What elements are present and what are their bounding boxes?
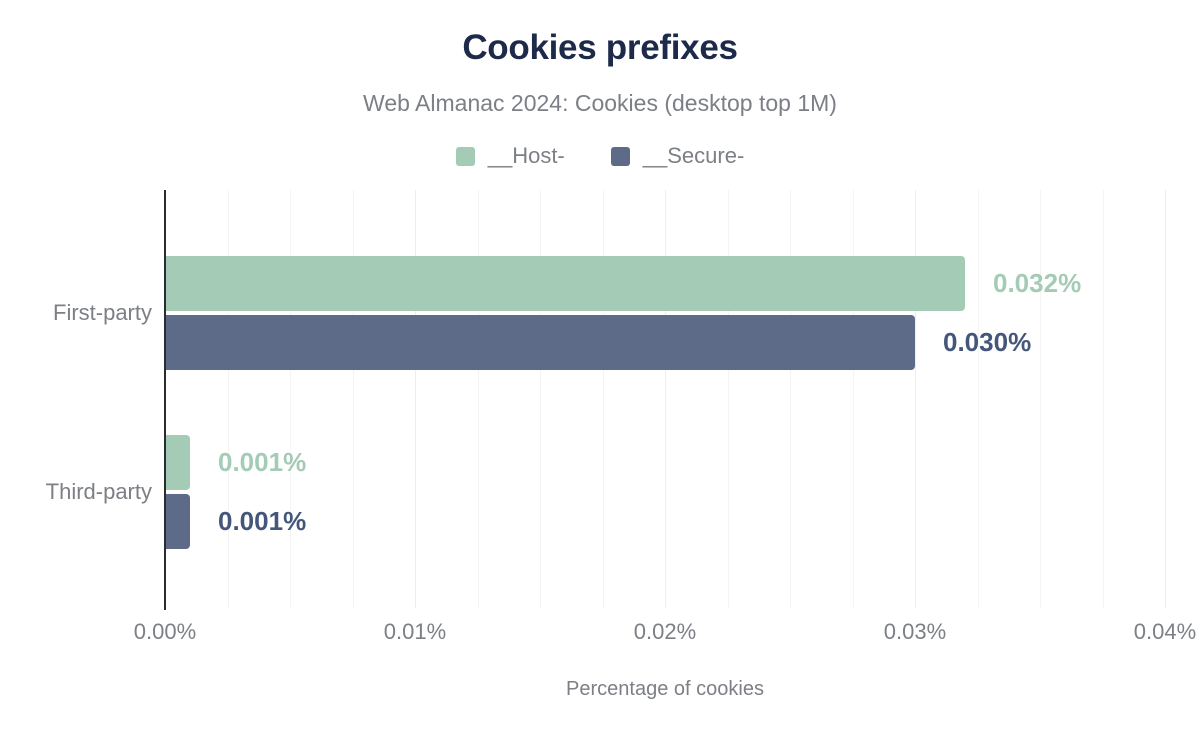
- bar[interactable]: [165, 315, 915, 370]
- y-axis-category-label: First-party: [53, 300, 152, 325]
- gridline-minor: [727, 190, 729, 608]
- x-axis-tick-label: 0.03%: [883, 619, 947, 644]
- bar-value-label: 0.032%: [993, 267, 1082, 298]
- bar[interactable]: [165, 435, 190, 490]
- chart-title: Cookies prefixes: [462, 28, 738, 67]
- gridline-minor: [227, 190, 229, 608]
- gridline-minor: [1102, 190, 1104, 608]
- x-axis-tick-label: 0.04%: [1133, 619, 1197, 644]
- bar-value-label: 0.030%: [943, 326, 1032, 357]
- x-axis-title: Percentage of cookies: [566, 678, 764, 700]
- x-axis-tick-label: 0.01%: [383, 619, 447, 644]
- chart-legend: __Host- __Secure-: [0, 142, 1200, 170]
- legend-swatch-icon: [610, 146, 630, 166]
- bar[interactable]: [165, 256, 965, 311]
- gridline-minor: [352, 190, 354, 608]
- gridline-major: [415, 190, 416, 608]
- plot-area: 0.032% 0.030% 0.001% 0.001%: [165, 190, 1166, 608]
- gridline-minor: [977, 190, 979, 608]
- bar-value-label: 0.001%: [218, 446, 307, 477]
- legend-item[interactable]: __Secure-: [610, 143, 745, 169]
- bar-value-label: 0.001%: [218, 505, 307, 536]
- gridline-minor: [290, 190, 291, 608]
- gridline-major: [665, 190, 666, 608]
- legend-label: __Host-: [487, 143, 565, 168]
- chart-subtitle: Web Almanac 2024: Cookies (desktop top 1…: [363, 90, 837, 116]
- gridline-minor: [477, 190, 479, 608]
- x-axis-tick-labels: 0.00% 0.01% 0.02% 0.03% 0.04%: [0, 618, 1200, 648]
- gridline-minor: [790, 190, 791, 608]
- x-axis-tick-label: 0.00%: [133, 619, 197, 644]
- gridline-minor: [852, 190, 854, 608]
- legend-swatch-icon: [455, 146, 475, 166]
- legend-label: __Secure-: [642, 143, 745, 168]
- y-axis-labels: First-party Third-party: [0, 190, 152, 608]
- x-axis-tick-label: 0.02%: [633, 619, 697, 644]
- gridline-minor: [602, 190, 604, 608]
- gridline-minor: [1040, 190, 1041, 608]
- legend-item[interactable]: __Host-: [455, 143, 565, 169]
- y-axis-spine: [164, 190, 166, 610]
- gridline-major: [1165, 190, 1166, 608]
- bar[interactable]: [165, 494, 190, 549]
- gridline-minor: [540, 190, 541, 608]
- y-axis-category-label: Third-party: [45, 479, 152, 504]
- gridline-major: [915, 190, 916, 608]
